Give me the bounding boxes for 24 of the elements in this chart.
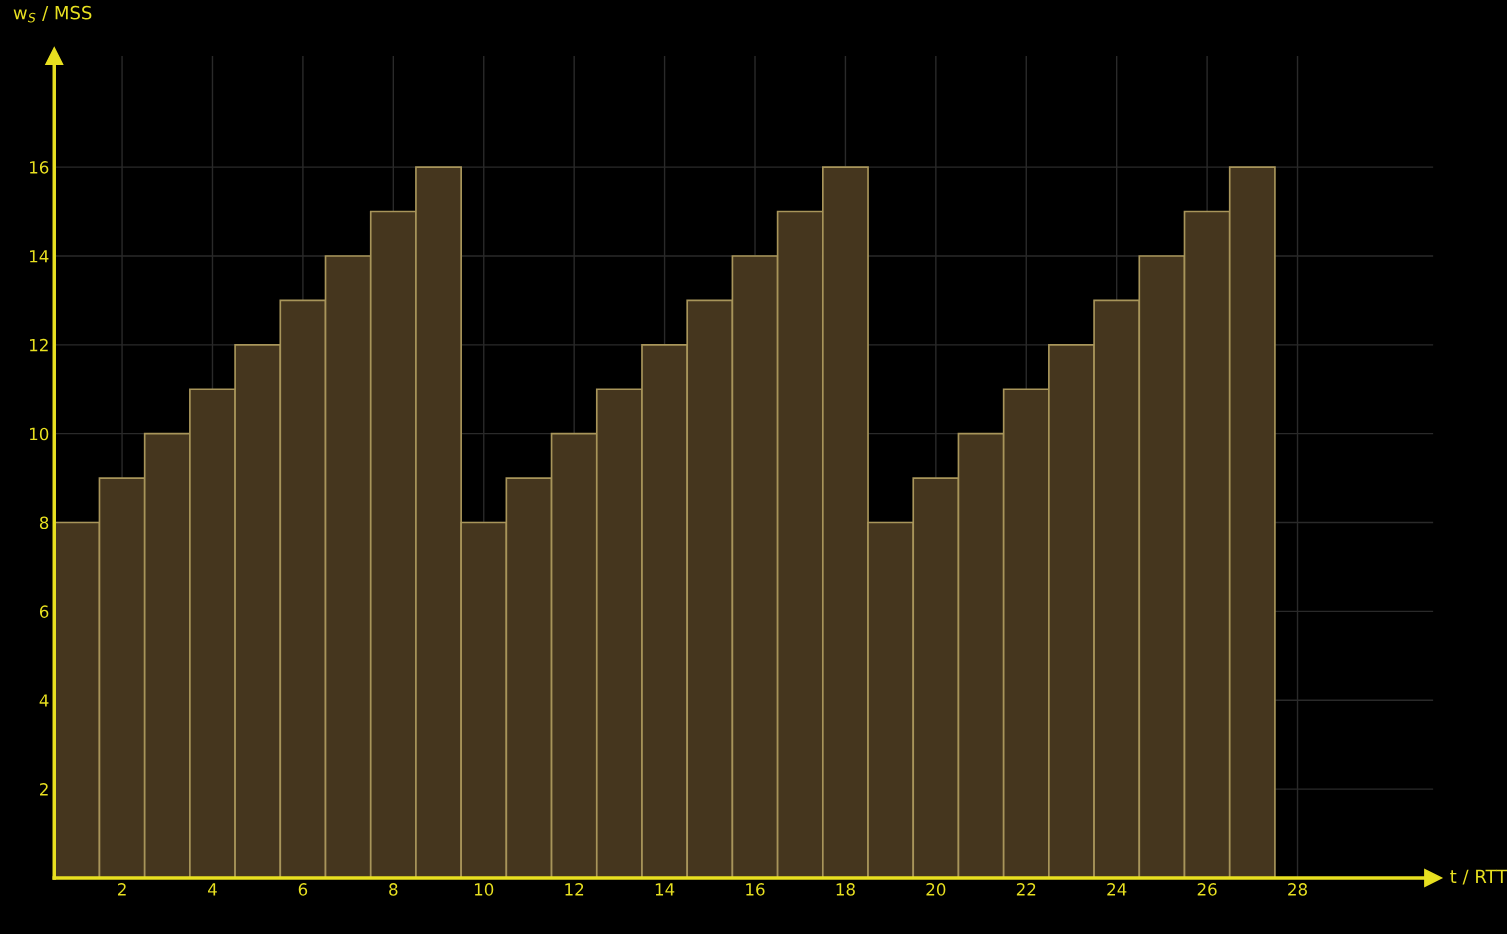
x-tick-label: 6 <box>298 883 308 896</box>
x-tick-label: 26 <box>1197 883 1217 896</box>
y-tick-label: 2 <box>40 783 48 796</box>
y-tick-label: 8 <box>39 516 49 530</box>
y-tick-label: 4 <box>39 694 49 707</box>
x-tick-label: 14 <box>655 883 675 896</box>
y-tick-label: 10 <box>30 427 49 441</box>
y-tick-label: 6 <box>39 605 49 618</box>
y-tick-label: 14 <box>30 250 49 263</box>
y-tick-label: 16 <box>30 161 49 174</box>
x-tick-label: 10 <box>474 883 494 896</box>
x-axis-title: t / RTT <box>1450 869 1507 885</box>
x-tick-label: 24 <box>1107 883 1127 896</box>
x-tick-label: 12 <box>565 883 584 896</box>
x-tick-label: 8 <box>389 883 398 896</box>
x-tick-label: 4 <box>208 883 217 896</box>
x-tick-label: 18 <box>836 883 855 896</box>
y-tick-label: 12 <box>30 338 48 352</box>
x-tick-label: 22 <box>1016 883 1036 896</box>
x-tick-label: 28 <box>1288 883 1307 896</box>
x-tick-label: 2 <box>117 883 126 896</box>
y-axis-title: w$_{S}$ / MSS <box>13 5 92 23</box>
x-tick-label: 20 <box>926 883 946 896</box>
x-tick-label: 16 <box>746 883 765 896</box>
